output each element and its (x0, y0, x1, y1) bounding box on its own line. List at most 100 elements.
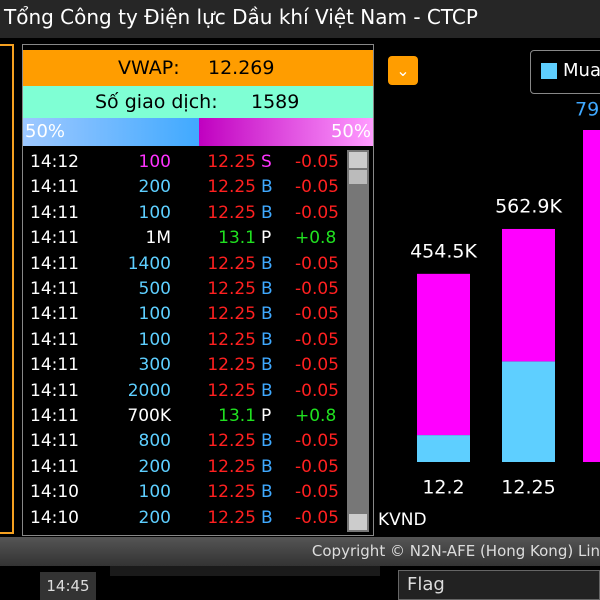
unit-label: KVND (378, 510, 427, 530)
trade-price: 12.25 (207, 177, 256, 198)
trade-change: +0.8 (295, 228, 337, 249)
trade-list: 14:12 100 12.25 S -0.05 14:11 200 12.25 B -0.05 14… (23, 150, 347, 535)
trade-price: 12.25 (207, 253, 256, 274)
trade-time: 14:11 (30, 329, 79, 350)
scroll-down[interactable] (349, 514, 367, 530)
footer-strip (110, 566, 380, 576)
buy-ratio: 50% (23, 118, 201, 146)
trade-row[interactable]: 14:11 200 12.25 B -0.05 (23, 175, 347, 200)
legend-swatch (541, 63, 557, 79)
trade-row[interactable]: 14:11 100 12.25 B -0.05 (23, 201, 347, 226)
trade-row[interactable]: 14:12 100 12.25 S -0.05 (23, 150, 347, 175)
trade-change: -0.05 (295, 329, 339, 350)
trade-row[interactable]: 14:11 700K 13.1 P +0.8 (23, 404, 347, 429)
trade-change: -0.05 (295, 507, 339, 528)
trade-time: 14:11 (30, 202, 79, 223)
trade-volume: 2000 (127, 380, 171, 401)
trade-price: 12.25 (207, 507, 256, 528)
trade-volume: 800 (138, 431, 171, 452)
trade-side: B (261, 253, 273, 274)
trade-price: 13.1 (218, 406, 256, 426)
trade-row[interactable]: 14:11 100 12.25 B -0.05 (23, 302, 347, 327)
trade-price: 12.25 (207, 304, 256, 325)
scroll-thumb[interactable] (349, 170, 367, 184)
trade-price: 12.25 (207, 380, 256, 401)
trade-price: 12.25 (207, 456, 256, 477)
trade-row[interactable]: 14:11 100 12.25 B -0.05 (23, 328, 347, 353)
trade-volume: 200 (138, 456, 171, 477)
side-frame (0, 44, 14, 534)
trade-row[interactable]: 14:11 1400 12.25 B -0.05 (23, 252, 347, 277)
trade-volume: 100 (138, 482, 171, 503)
trade-panel: VWAP: 12.269 Số giao dịch: 1589 50% 50% … (22, 44, 374, 536)
scroll-up[interactable] (349, 152, 367, 168)
trade-side: P (261, 228, 272, 249)
trade-time: 14:11 (30, 431, 79, 452)
chart: 79 KVND 454.5K 12.2 562.9K 12.25 (378, 99, 600, 530)
trade-time: 14:11 (30, 177, 79, 198)
trade-side: B (261, 279, 273, 299)
trade-volume: 100 (138, 202, 171, 223)
bar-segment (417, 435, 470, 462)
trade-change: +0.8 (295, 406, 337, 426)
category-label: 12.25 (501, 477, 555, 499)
trade-row[interactable]: 14:11 200 12.25 B -0.05 (23, 455, 347, 480)
trade-side: B (261, 329, 273, 350)
trade-price: 12.25 (207, 202, 256, 223)
trade-change: -0.05 (295, 202, 339, 223)
trade-volume: 100 (138, 329, 171, 350)
trade-side: B (261, 177, 273, 198)
trade-time: 14:11 (30, 304, 79, 325)
trade-price: 12.25 (207, 431, 256, 452)
trade-row[interactable]: 14:11 2000 12.25 B -0.05 (23, 379, 347, 404)
trade-side: B (261, 507, 273, 528)
trade-volume: 500 (138, 279, 171, 299)
trade-change: -0.05 (295, 304, 339, 325)
trade-side: S (261, 152, 272, 172)
bar-value-label: 454.5K (410, 240, 477, 262)
trade-time: 14:11 (30, 228, 79, 249)
trade-change: -0.05 (295, 177, 339, 198)
copyright: Copyright © N2N-AFE (Hong Kong) Lin (311, 542, 600, 560)
window-title: Tổng Công ty Điện lực Dầu khí Việt Nam -… (0, 0, 600, 38)
trade-side: P (261, 406, 272, 426)
copyright-bar: Copyright © N2N-AFE (Hong Kong) Lin (0, 537, 600, 566)
category-label: 12.2 (422, 477, 464, 499)
bar-segment (502, 228, 555, 362)
legend: Mua (530, 50, 600, 94)
trade-volume: 100 (138, 304, 171, 325)
vwap-label: VWAP: (118, 57, 180, 79)
vwap-row: VWAP: 12.269 (23, 50, 373, 86)
partial-label: 79 (575, 99, 599, 121)
trade-row[interactable]: 14:11 500 12.25 B -0.05 (23, 277, 347, 302)
trade-row[interactable]: 14:11 300 12.25 B -0.05 (23, 353, 347, 378)
sell-ratio: 50% (199, 118, 373, 146)
trade-side: B (261, 482, 273, 503)
dropdown-button[interactable]: ⌄ (388, 56, 418, 85)
trade-volume: 200 (138, 177, 171, 198)
trade-row[interactable]: 14:10 100 12.25 B -0.05 (23, 480, 347, 505)
trade-volume: 700K (127, 406, 171, 426)
trade-time: 14:11 (30, 279, 79, 299)
trade-volume: 200 (138, 507, 171, 528)
partial-bar (583, 130, 600, 462)
trade-volume: 300 (138, 355, 171, 376)
trade-time: 14:11 (30, 380, 79, 401)
flag-header[interactable]: Flag (398, 570, 600, 600)
trade-change: -0.05 (295, 253, 339, 274)
trade-row[interactable]: 14:10 200 12.25 B -0.05 (23, 506, 347, 531)
trade-price: 12.25 (207, 152, 256, 172)
trade-time: 14:11 (30, 406, 79, 426)
trade-time: 14:11 (30, 253, 79, 274)
trade-change: -0.05 (295, 279, 339, 299)
trades-row: Số giao dịch: 1589 (23, 86, 373, 118)
trade-price: 12.25 (207, 329, 256, 350)
bar-value-label: 562.9K (495, 195, 562, 217)
trade-change: -0.05 (295, 431, 339, 452)
trade-volume: 1M (145, 228, 171, 249)
trade-row[interactable]: 14:11 1M 13.1 P +0.8 (23, 226, 347, 251)
trades-label: Số giao dịch: (95, 91, 218, 113)
trade-price: 12.25 (207, 355, 256, 376)
trade-row[interactable]: 14:11 800 12.25 B -0.05 (23, 429, 347, 454)
scrollbar[interactable] (347, 150, 369, 532)
